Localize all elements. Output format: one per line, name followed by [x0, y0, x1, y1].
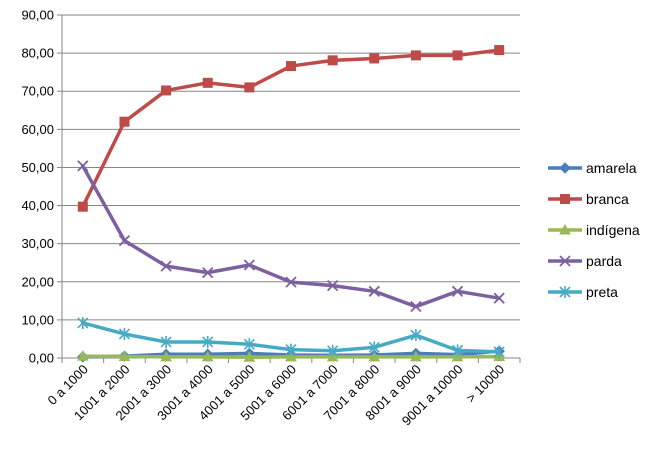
y-tick-label: 30,00: [21, 236, 54, 251]
data-point: [451, 344, 464, 357]
legend-label: branca: [586, 191, 629, 207]
data-point: [493, 292, 505, 304]
y-tick-label: 70,00: [21, 84, 54, 99]
legend-marker: [559, 223, 571, 235]
legend: amarela branca indígena parda preta: [548, 160, 640, 300]
data-point: [244, 82, 255, 93]
data-point: [327, 344, 339, 357]
data-point: [451, 285, 464, 297]
series-preta: [77, 316, 505, 358]
legend-marker: [559, 286, 571, 298]
data-point: [452, 50, 463, 61]
series-group: [76, 45, 506, 363]
data-point: [202, 335, 214, 348]
data-point: [119, 116, 130, 127]
data-point: [77, 160, 89, 172]
data-point: [160, 350, 172, 362]
legend-entry: preta: [548, 284, 618, 300]
data-point: [285, 350, 297, 362]
grid-lines: [62, 14, 520, 321]
data-point: [77, 316, 89, 329]
y-tick-label: 20,00: [21, 274, 54, 289]
legend-entry: amarela: [548, 160, 637, 176]
data-point: [118, 350, 131, 361]
y-tick-label: 60,00: [21, 122, 54, 137]
legend-label: parda: [586, 253, 622, 269]
series-indígena: [76, 350, 506, 362]
legend-marker: [559, 255, 571, 267]
data-point: [243, 338, 255, 351]
data-point: [202, 266, 214, 279]
data-point: [410, 300, 422, 313]
y-tick-label: 90,00: [21, 8, 54, 23]
y-tick-label: 50,00: [21, 160, 54, 175]
series-parda: [77, 160, 505, 313]
y-tick-label: 0,00: [29, 351, 54, 366]
data-point: [369, 53, 380, 64]
data-point: [368, 350, 381, 362]
data-point: [285, 276, 297, 288]
data-point: [76, 350, 89, 361]
data-point: [160, 260, 172, 272]
data-point: [202, 77, 213, 88]
data-point: [326, 279, 339, 292]
data-point: [327, 55, 338, 66]
data-point: [118, 327, 131, 340]
data-point: [77, 201, 88, 212]
y-axis-tick-labels: 0,00 10,00 20,00 30,00 40,00 50,00 60,00 70,00 8…: [21, 8, 54, 366]
legend-entry: branca: [548, 191, 629, 207]
y-tick-label: 10,00: [21, 312, 54, 327]
series-line: [81, 164, 501, 309]
series-line: [81, 48, 501, 209]
legend-label: amarela: [586, 160, 637, 176]
data-point: [493, 345, 505, 358]
legend-label: preta: [586, 284, 618, 300]
data-point: [285, 343, 297, 356]
legend-marker: [560, 194, 570, 204]
data-point: [161, 85, 172, 96]
data-point: [243, 259, 256, 271]
data-point: [201, 350, 214, 362]
data-point: [118, 234, 131, 247]
legend-marker: [559, 162, 571, 174]
data-point: [410, 50, 421, 61]
data-point: [410, 329, 422, 342]
legend-label: indígena: [586, 222, 640, 238]
series-branca: [77, 45, 505, 212]
legend-entry: parda: [548, 253, 622, 269]
x-tick-label: > 10000: [463, 362, 507, 406]
data-point: [368, 341, 380, 354]
data-point: [494, 45, 505, 56]
data-point: [368, 285, 380, 297]
y-tick-label: 40,00: [21, 198, 54, 213]
legend-entry: indígena: [548, 222, 640, 238]
y-tick-label: 80,00: [21, 46, 54, 61]
data-point: [160, 335, 172, 348]
data-point: [286, 61, 296, 72]
data-point: [410, 350, 422, 362]
data-point: [243, 351, 256, 362]
